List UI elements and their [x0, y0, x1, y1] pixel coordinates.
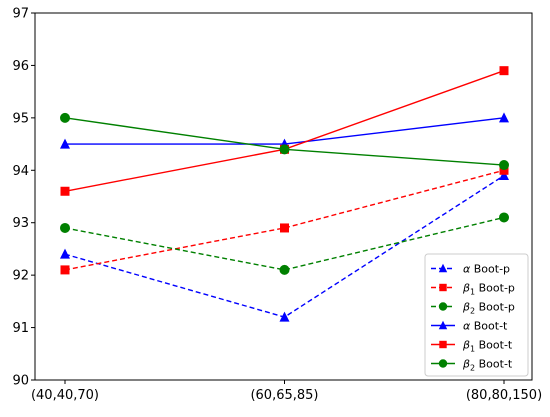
data-point [499, 160, 509, 171]
data-point [279, 264, 290, 275]
data-point [279, 311, 290, 322]
y-tick-label: 93 [12, 216, 29, 231]
y-tick-label: 94 [12, 164, 29, 179]
legend-box [424, 253, 529, 377]
data-point [499, 165, 509, 175]
data-point [499, 66, 509, 76]
legend-swatch-marker [438, 359, 448, 368]
x-tick-label: (60,65,85) [250, 388, 318, 403]
data-point [60, 265, 70, 275]
data-point [60, 248, 70, 259]
series-line [64, 216, 505, 271]
legend-label: β1 Boot-t [462, 339, 513, 354]
legend-swatch-marker [438, 302, 448, 311]
legend-label: α Boot-t [463, 320, 508, 333]
data-point [280, 223, 289, 233]
data-point [60, 222, 70, 233]
y-tick-label: 95 [12, 111, 29, 126]
legend-label: α Boot-p [463, 263, 510, 276]
axis-ticks: 90 91 92 93 94 95 96 97 (40,40,70) (60,65,85) (80,… [12, 7, 542, 404]
series-line [64, 169, 505, 271]
legend-swatch-marker [438, 263, 448, 273]
legend-swatch-marker [438, 320, 448, 330]
legend-swatch-marker [439, 283, 447, 292]
y-tick-label: 96 [12, 59, 29, 74]
legend-swatch-marker [439, 340, 447, 349]
data-point [499, 112, 509, 123]
plot-marks [60, 66, 509, 322]
data-point [60, 138, 70, 149]
axes-frame [34, 12, 533, 381]
x-tick-label: (80,80,150) [466, 388, 542, 403]
series-line [64, 70, 505, 192]
y-tick-label: 91 [12, 321, 29, 336]
legend: α Boot-p β1 Boot-p β2 Boot-p α Boot-t β1 Boo… [424, 253, 529, 377]
legend-label: β1 Boot-p [462, 282, 515, 297]
data-point [499, 170, 509, 181]
legend-label: β2 Boot-p [462, 301, 515, 316]
legend-label: β2 Boot-t [462, 358, 513, 373]
x-tick-label: (40,40,70) [31, 388, 99, 403]
y-tick-label: 90 [12, 374, 29, 389]
y-tick-label: 97 [12, 7, 29, 22]
data-point [60, 186, 70, 196]
y-tick-label: 92 [12, 269, 29, 284]
data-point [279, 144, 290, 155]
data-point [499, 212, 509, 223]
data-point [60, 112, 70, 123]
